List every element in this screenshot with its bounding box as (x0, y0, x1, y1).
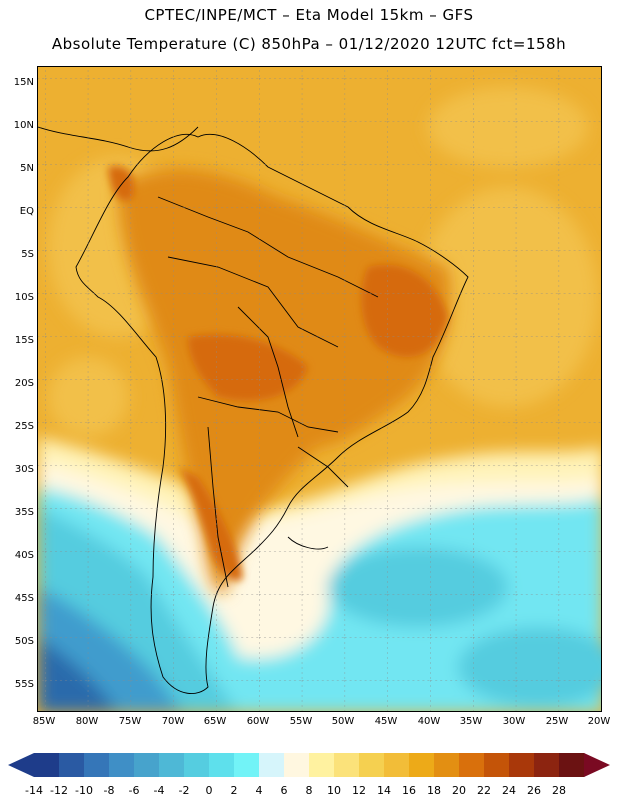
colorbar-cell (434, 753, 460, 777)
colorbar-label: 20 (452, 784, 466, 797)
colorbar-label: 10 (327, 784, 341, 797)
colorbar-label: 16 (402, 784, 416, 797)
lat-label: 15N (13, 77, 34, 88)
lon-label: 75W (118, 716, 142, 727)
lat-label: 40S (14, 550, 34, 561)
lon-label: 55W (289, 716, 313, 727)
colorbar-label: 14 (377, 784, 391, 797)
colorbar (8, 753, 610, 777)
colorbar-cell (59, 753, 85, 777)
colorbar-cell (159, 753, 185, 777)
colorbar-cell (484, 753, 510, 777)
colorbar-label: 4 (255, 784, 263, 797)
lat-label: 10S (14, 292, 34, 303)
colorbar-cell (284, 753, 310, 777)
colorbar-label: 26 (527, 784, 541, 797)
colorbar-cell (84, 753, 110, 777)
colorbar-label: -12 (50, 784, 68, 797)
colorbar-label: 2 (230, 784, 238, 797)
lat-label: 5N (20, 163, 34, 174)
lon-label: 65W (203, 716, 227, 727)
colorbar-cell (409, 753, 435, 777)
chart-title-line2: Absolute Temperature (C) 850hPa – 01/12/… (51, 35, 567, 53)
colorbar-cell (234, 753, 260, 777)
colorbar-label: 22 (477, 784, 491, 797)
lat-label: 30S (14, 464, 34, 475)
colorbar-label: 24 (502, 784, 516, 797)
colorbar-cell (509, 753, 535, 777)
lon-label: 30W (502, 716, 526, 727)
colorbar-right-arrow (584, 753, 610, 777)
lat-label: 55S (14, 679, 34, 690)
colorbar-cell (334, 753, 360, 777)
colorbar-cell (359, 753, 385, 777)
colorbar-label: 8 (305, 784, 313, 797)
colorbar-label: 18 (427, 784, 441, 797)
colorbar-cell (134, 753, 160, 777)
lon-label: 20W (587, 716, 611, 727)
lat-label: 25S (14, 421, 34, 432)
colorbar-cell (34, 753, 60, 777)
colorbar-label: -2 (178, 784, 190, 797)
lat-label: 45S (14, 593, 34, 604)
lat-label: 15S (14, 335, 34, 346)
lat-label: 35S (14, 507, 34, 518)
colorbar-cell (459, 753, 485, 777)
colorbar-cell (109, 753, 135, 777)
lon-label: 45W (374, 716, 398, 727)
lon-label: 60W (246, 716, 270, 727)
colorbar-label: -6 (128, 784, 140, 797)
lat-label: EQ (19, 206, 34, 217)
colorbar-label: 12 (352, 784, 366, 797)
colorbar-label: 28 (552, 784, 566, 797)
lat-label: 20S (14, 378, 34, 389)
colorbar-label: -10 (75, 784, 93, 797)
lon-label: 50W (331, 716, 355, 727)
colorbar-left-arrow (8, 753, 34, 777)
lon-label: 35W (459, 716, 483, 727)
lat-label: 10N (13, 120, 34, 131)
colorbar-label: -14 (25, 784, 43, 797)
temperature-map (37, 66, 602, 712)
colorbar-label: -8 (103, 784, 115, 797)
lat-label: 5S (21, 249, 34, 260)
colorbar-cell (384, 753, 410, 777)
lat-label: 50S (14, 636, 34, 647)
colorbar-label: 6 (280, 784, 288, 797)
lon-label: 40W (417, 716, 441, 727)
lon-label: 25W (545, 716, 569, 727)
colorbar-cell (259, 753, 285, 777)
colorbar-label: -4 (153, 784, 165, 797)
colorbar-cell (184, 753, 210, 777)
colorbar-cell (209, 753, 235, 777)
lon-label: 70W (161, 716, 185, 727)
colorbar-cells (34, 753, 585, 777)
latlon-grid (38, 67, 601, 711)
lon-label: 80W (75, 716, 99, 727)
lon-label: 85W (32, 716, 56, 727)
chart-title-line1: CPTEC/INPE/MCT – Eta Model 15km – GFS (144, 6, 474, 24)
colorbar-cell (534, 753, 560, 777)
colorbar-cell (559, 753, 585, 777)
colorbar-label: 0 (205, 784, 213, 797)
colorbar-cell (309, 753, 335, 777)
map-canvas (38, 67, 601, 711)
